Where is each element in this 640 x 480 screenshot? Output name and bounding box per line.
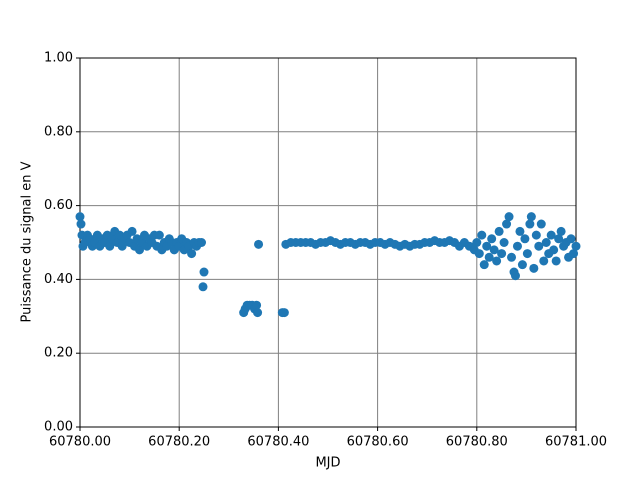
point	[494, 226, 504, 236]
point	[492, 256, 502, 266]
point	[499, 238, 509, 247]
point	[154, 230, 164, 240]
point	[472, 238, 482, 247]
y-tick-label: 0.00	[44, 420, 73, 435]
point	[479, 260, 489, 270]
point	[571, 241, 581, 251]
point	[529, 263, 539, 273]
point	[539, 256, 549, 266]
x-tick-label: 60780.80	[446, 435, 508, 450]
point	[504, 212, 514, 222]
point	[502, 219, 512, 229]
point	[75, 212, 85, 222]
x-tick-label: 60780.40	[247, 435, 309, 450]
point	[522, 249, 532, 259]
y-tick-label: 0.80	[44, 124, 73, 139]
point	[135, 245, 145, 255]
point	[199, 267, 209, 277]
point	[534, 241, 544, 251]
point	[279, 308, 289, 318]
x-tick-label: 60780.00	[49, 435, 111, 450]
point	[520, 234, 530, 244]
point	[484, 252, 494, 262]
point	[566, 234, 576, 244]
point	[105, 241, 115, 251]
point	[477, 230, 487, 240]
point	[512, 241, 522, 251]
point	[252, 300, 262, 310]
y-tick-label: 0.60	[44, 198, 73, 213]
point	[187, 249, 197, 259]
point	[127, 226, 137, 236]
point	[482, 241, 492, 251]
point	[526, 212, 536, 222]
point	[197, 238, 207, 247]
point	[525, 219, 535, 229]
y-tick-label: 0.40	[44, 272, 73, 287]
point	[515, 226, 525, 236]
point	[117, 241, 127, 251]
point	[536, 219, 546, 229]
point	[497, 249, 507, 259]
point	[541, 238, 551, 247]
point	[531, 230, 541, 240]
point	[551, 256, 561, 266]
point	[569, 249, 579, 259]
point	[253, 308, 263, 318]
x-axis-label: MJD	[315, 456, 340, 471]
x-tick-label: 60780.20	[148, 435, 210, 450]
y-axis-label: Puissance du signal en V	[20, 161, 35, 322]
x-tick-label: 60781.00	[545, 435, 607, 450]
point	[549, 245, 559, 255]
point	[556, 226, 566, 236]
x-tick-label: 60780.60	[347, 435, 409, 450]
point	[507, 252, 517, 262]
point	[489, 245, 499, 255]
point	[517, 260, 527, 270]
point	[76, 219, 86, 229]
point	[546, 230, 556, 240]
point	[510, 271, 520, 281]
point	[254, 239, 264, 249]
point	[554, 234, 564, 244]
point	[198, 282, 208, 292]
point	[474, 249, 484, 259]
y-tick-label: 1.00	[44, 51, 73, 66]
point	[487, 234, 497, 244]
y-tick-label: 0.20	[44, 346, 73, 361]
